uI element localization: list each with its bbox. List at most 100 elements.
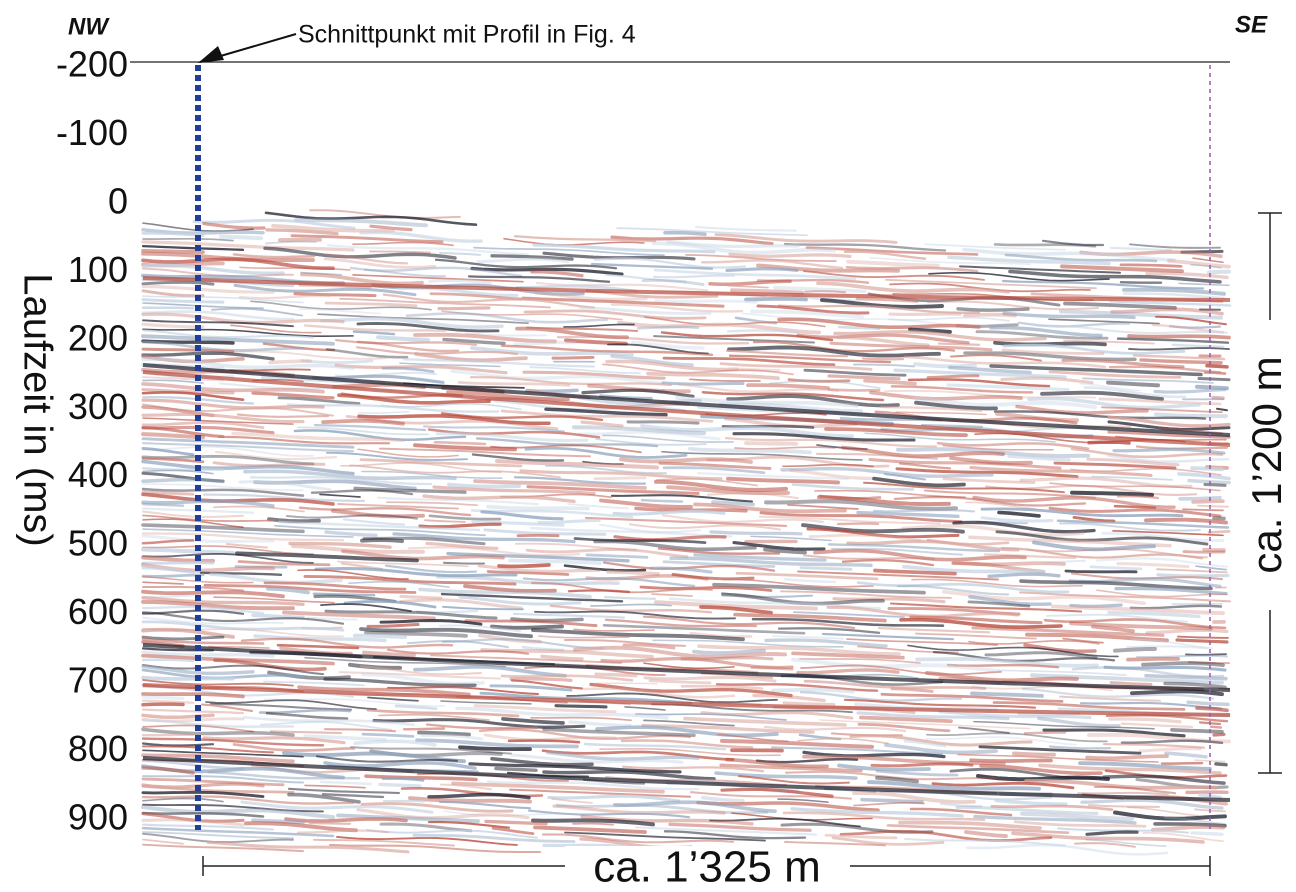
reflector <box>827 543 1001 553</box>
reflector <box>141 387 235 395</box>
reflector <box>265 228 339 236</box>
reflector <box>1182 508 1224 512</box>
reflector <box>458 745 532 751</box>
reflector <box>577 430 721 441</box>
reflector <box>902 564 1046 574</box>
reflector <box>1156 568 1228 574</box>
reflector <box>720 592 814 598</box>
reflector <box>1048 318 1160 325</box>
reflector <box>610 494 754 503</box>
reflector <box>142 328 354 337</box>
reflector <box>619 457 753 464</box>
reflector <box>578 306 712 315</box>
reflector <box>297 426 429 436</box>
reflector <box>727 345 941 358</box>
reflector <box>310 489 414 496</box>
reflector <box>763 725 907 733</box>
reflector <box>336 813 480 823</box>
reflector <box>859 715 953 724</box>
reflector <box>867 780 1041 791</box>
reflector <box>992 701 1186 711</box>
reflector <box>598 523 702 534</box>
reflector <box>732 541 826 551</box>
reflector <box>764 499 958 511</box>
reflector <box>648 679 712 685</box>
reflector <box>714 233 898 244</box>
reflector <box>1106 380 1160 388</box>
reflector <box>791 483 915 491</box>
reflector <box>715 683 879 692</box>
reflector <box>1091 624 1135 634</box>
reflector <box>563 564 647 572</box>
reflector <box>1132 354 1226 361</box>
reflector <box>580 814 754 826</box>
reflector <box>668 822 812 832</box>
reflector <box>1131 638 1213 650</box>
reflector <box>856 711 1010 721</box>
reflector <box>1185 653 1227 656</box>
reflector <box>141 426 225 439</box>
reflector <box>413 332 557 344</box>
reflector <box>642 615 856 629</box>
reflector <box>366 708 520 718</box>
reflector <box>893 495 1087 507</box>
reflector <box>1142 831 1224 843</box>
reflector <box>564 338 628 346</box>
reflector <box>386 501 478 507</box>
reflector <box>590 262 714 270</box>
y-tick-label: 900 <box>68 797 128 838</box>
scale-label-bg <box>565 846 850 892</box>
reflector <box>552 804 726 815</box>
reflector <box>359 230 483 243</box>
reflector <box>568 720 632 728</box>
reflector <box>898 820 1042 830</box>
reflector <box>265 240 317 245</box>
reflector <box>414 352 528 363</box>
reflector <box>1195 565 1227 571</box>
reflector <box>750 535 832 542</box>
reflector <box>693 553 827 562</box>
reflector <box>303 324 447 333</box>
reflector <box>856 510 960 518</box>
reflector <box>534 610 736 620</box>
reflector <box>1015 404 1149 415</box>
reflector <box>142 319 294 328</box>
reflector <box>782 701 836 706</box>
reflector <box>545 464 667 475</box>
reflector <box>855 297 919 303</box>
reflector <box>1114 586 1228 596</box>
reflector <box>616 227 808 237</box>
reflector <box>1085 830 1139 836</box>
reflector <box>415 609 479 614</box>
reflector <box>243 469 457 481</box>
reflector <box>267 517 321 524</box>
reflector <box>357 414 551 426</box>
reflector <box>1011 831 1205 844</box>
reflector <box>709 530 803 536</box>
reflector <box>325 348 409 359</box>
reflector <box>596 682 658 685</box>
strong-reflector <box>142 363 1231 437</box>
reflector <box>635 713 787 721</box>
y-tick-label: 800 <box>68 728 128 769</box>
reflector <box>141 596 305 607</box>
reflector <box>331 508 425 519</box>
reflector <box>613 800 777 814</box>
reflector <box>1091 475 1173 481</box>
reflector <box>661 381 745 386</box>
reflector <box>662 466 766 475</box>
reflector <box>320 317 504 329</box>
reflector <box>604 273 688 283</box>
reflector <box>213 596 335 604</box>
reflector <box>1042 728 1186 738</box>
reflector <box>386 648 530 655</box>
reflector <box>728 252 852 259</box>
reflector <box>1035 324 1229 335</box>
reflector <box>975 330 1109 340</box>
reflector <box>532 243 716 254</box>
reflector <box>967 600 1031 608</box>
reflector <box>356 808 530 820</box>
reflector <box>1096 589 1228 598</box>
y-tick-label: 600 <box>68 591 128 632</box>
